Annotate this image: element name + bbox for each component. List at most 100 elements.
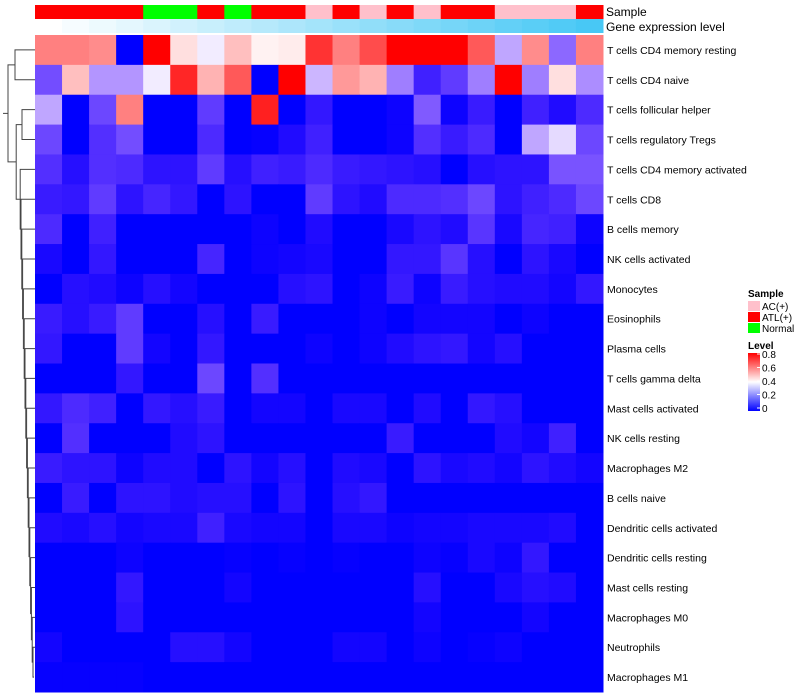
heatmap-cell [467, 94, 496, 126]
heatmap-cell [386, 542, 415, 574]
heatmap-cell [494, 363, 523, 394]
heatmap-cell [170, 602, 198, 633]
heatmap-cell [467, 184, 496, 215]
sample-annotation-cell [143, 5, 171, 19]
heatmap-cell [143, 64, 171, 96]
heatmap-cell [332, 35, 361, 66]
heatmap-cell [170, 333, 198, 364]
heatmap-cell [170, 393, 198, 424]
heatmap-cell [35, 124, 63, 155]
heatmap-cell [575, 273, 604, 305]
heatmap-cell [116, 662, 144, 693]
level-tick-label: 0 [762, 404, 768, 415]
heatmap-cell [116, 453, 144, 484]
heatmap-cell [35, 542, 63, 574]
heatmap-cell [494, 572, 523, 603]
heatmap-cell [89, 333, 117, 364]
heatmap-cell [575, 244, 604, 275]
heatmap-cell [467, 363, 496, 394]
heatmap-cell [413, 333, 442, 364]
heatmap-cell [521, 244, 550, 275]
heatmap-cell [116, 244, 144, 275]
heatmap-cell [386, 214, 415, 245]
heatmap-cell [467, 64, 496, 96]
heatmap-cell [251, 572, 279, 603]
heatmap-cell [359, 244, 388, 275]
dendrogram-branch [21, 109, 35, 141]
heatmap-cell [278, 124, 306, 155]
heatmap-cell [440, 124, 469, 155]
heatmap-cell [116, 423, 144, 454]
heatmap-cell [278, 572, 306, 603]
legend-label: AC(+) [762, 302, 788, 313]
sample-annotation-cell [521, 5, 550, 19]
gene-level-annotation-cell [494, 19, 523, 33]
gene-level-annotation-cell [467, 19, 496, 33]
heatmap-cell [89, 632, 117, 663]
level-tick-label: 0.8 [762, 350, 776, 361]
heatmap-cell [278, 512, 306, 544]
heatmap-cell [413, 453, 442, 484]
sample-annotation-cell [494, 5, 523, 19]
heatmap-cell [89, 602, 117, 633]
heatmap-cell [116, 273, 144, 305]
heatmap-cell [143, 244, 171, 275]
heatmap-cell [440, 244, 469, 275]
sample-annotation-cell [170, 5, 198, 19]
heatmap-cell [494, 184, 523, 215]
heatmap-cell [251, 244, 279, 275]
heatmap-cell [548, 423, 577, 454]
heatmap-cell [197, 184, 225, 215]
heatmap-cell [521, 35, 550, 66]
heatmap-cell [440, 393, 469, 424]
heatmap-cell [386, 35, 415, 66]
heatmap-cell [251, 124, 279, 155]
heatmap-cell [35, 214, 63, 245]
heatmap-cell [116, 512, 144, 544]
heatmap-cell [170, 303, 198, 335]
heatmap-cell [494, 482, 523, 514]
heatmap-cell [359, 363, 388, 394]
heatmap-cell [413, 124, 442, 155]
heatmap-cell [413, 64, 442, 96]
heatmap-cell [89, 244, 117, 275]
heatmap-cell [224, 602, 252, 633]
level-tick-label: 0.6 [762, 364, 776, 375]
heatmap-cell [251, 602, 279, 633]
row-label: B cells naive [607, 493, 666, 505]
heatmap-cell [278, 35, 306, 66]
row-dendrogram [3, 49, 35, 678]
heatmap-cell [494, 273, 523, 305]
heatmap-cell [548, 94, 577, 126]
sample-annotation-cell [467, 5, 496, 19]
heatmap-cell [224, 482, 252, 514]
heatmap-cell [116, 124, 144, 155]
heatmap-cell [305, 244, 334, 275]
heatmap-cell [359, 482, 388, 514]
heatmap-cell [359, 184, 388, 215]
heatmap-cell [386, 512, 415, 544]
sample-annotation-cell [413, 5, 442, 19]
heatmap-cell [521, 512, 550, 544]
heatmap-cell [440, 453, 469, 484]
heatmap-cell [413, 393, 442, 424]
heatmap-cell [494, 303, 523, 335]
heatmap-cell [62, 602, 90, 633]
heatmap-cell [170, 542, 198, 574]
heatmap-cells [35, 35, 604, 693]
heatmap-cell [305, 184, 334, 215]
heatmap-cell [305, 64, 334, 96]
heatmap-cell [251, 423, 279, 454]
heatmap-cell [548, 35, 577, 66]
heatmap-cell [359, 154, 388, 185]
gene-level-annotation-cell [170, 19, 198, 33]
heatmap-cell [278, 214, 306, 245]
heatmap-cell [467, 124, 496, 155]
gene-level-annotation-cell [278, 19, 306, 33]
heatmap-cell [521, 154, 550, 185]
heatmap-cell [575, 94, 604, 126]
heatmap-cell [278, 453, 306, 484]
legend-swatch [748, 312, 760, 322]
heatmap-cell [413, 482, 442, 514]
heatmap-cell [575, 482, 604, 514]
